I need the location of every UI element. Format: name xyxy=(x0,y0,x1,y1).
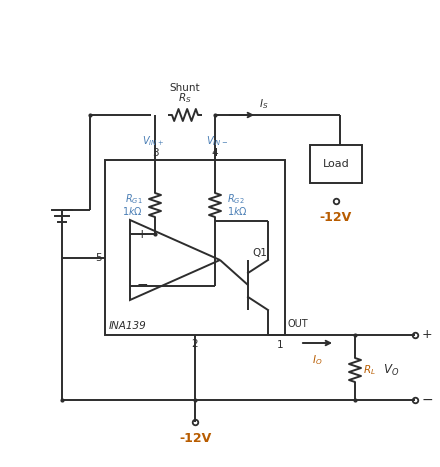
Text: $I_O$: $I_O$ xyxy=(312,353,323,367)
Text: $V_{IN-}$: $V_{IN-}$ xyxy=(206,134,228,148)
Text: $R_{G1}$: $R_{G1}$ xyxy=(125,192,143,206)
Text: $V_O$: $V_O$ xyxy=(383,362,399,377)
Text: $V_{IN+}$: $V_{IN+}$ xyxy=(142,134,164,148)
Text: −: − xyxy=(422,393,434,407)
Text: 1: 1 xyxy=(276,340,283,350)
Text: -12V: -12V xyxy=(179,432,211,445)
Text: INA139: INA139 xyxy=(109,321,147,331)
Text: $I_S$: $I_S$ xyxy=(259,97,268,111)
Text: Load: Load xyxy=(323,159,349,169)
Text: 4: 4 xyxy=(212,148,218,158)
Text: 5: 5 xyxy=(95,253,102,263)
Text: Q1: Q1 xyxy=(252,248,267,258)
Text: 2: 2 xyxy=(192,339,198,349)
Text: +: + xyxy=(137,228,147,241)
Text: +: + xyxy=(422,328,433,341)
Text: $1k\Omega$: $1k\Omega$ xyxy=(122,205,143,217)
Text: $R_{G2}$: $R_{G2}$ xyxy=(227,192,245,206)
Bar xyxy=(105,160,285,335)
Text: $R_S$: $R_S$ xyxy=(178,91,192,105)
Text: −: − xyxy=(136,278,148,292)
Text: Shunt: Shunt xyxy=(170,83,200,93)
Text: $1k\Omega$: $1k\Omega$ xyxy=(227,205,248,217)
Text: $R_L$: $R_L$ xyxy=(363,363,376,377)
Text: OUT: OUT xyxy=(287,319,308,329)
Text: 3: 3 xyxy=(152,148,158,158)
Bar xyxy=(310,145,362,183)
Text: -12V: -12V xyxy=(320,211,352,224)
